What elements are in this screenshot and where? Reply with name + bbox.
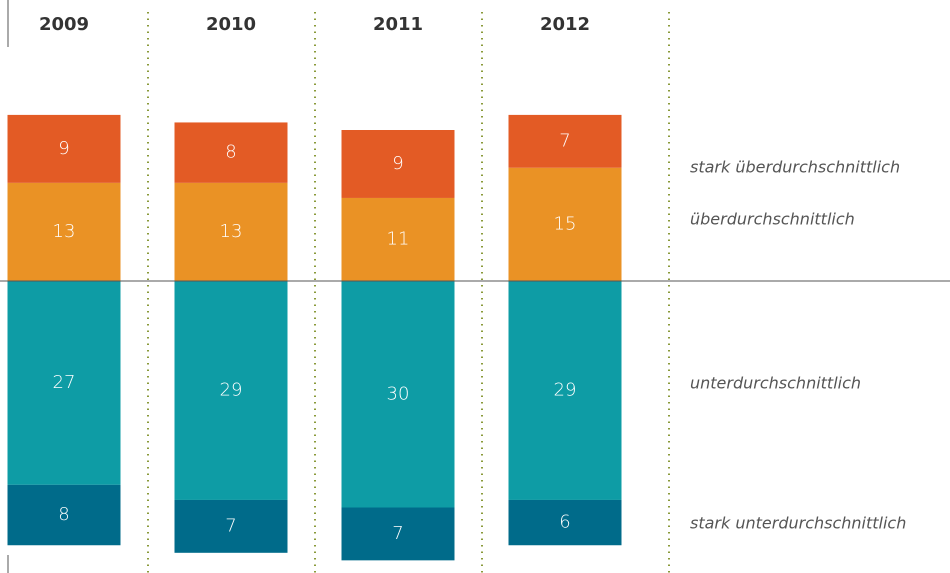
value-label: 27 — [53, 372, 76, 393]
bar-segment — [508, 114, 622, 168]
bar-segment — [341, 281, 455, 508]
column-header: 2010 — [206, 14, 256, 35]
bar-segment — [174, 281, 288, 500]
value-label: 8 — [225, 142, 236, 163]
bar-segment — [7, 281, 121, 485]
bar-segment — [341, 130, 455, 198]
value-label: 13 — [53, 221, 76, 242]
value-label: 29 — [220, 379, 243, 400]
value-label: 8 — [58, 504, 69, 525]
value-label: 6 — [559, 512, 570, 533]
value-label: 15 — [554, 213, 577, 234]
bar-segment — [341, 507, 455, 561]
column-header: 2012 — [540, 14, 590, 35]
value-label: 13 — [220, 221, 243, 242]
bar-segment — [7, 182, 121, 281]
value-label: 7 — [225, 515, 236, 536]
bar-segment — [7, 484, 121, 546]
legend-label: stark überdurchschnittlich — [690, 158, 900, 177]
column-header: 2011 — [373, 14, 423, 35]
bar-segment — [508, 499, 622, 546]
bar-segment — [174, 182, 288, 281]
value-label: 30 — [387, 383, 410, 404]
value-label: 7 — [392, 523, 403, 544]
legend-label: überdurchschnittlich — [690, 210, 855, 229]
legend-label: unterdurchschnittlich — [690, 374, 861, 393]
value-label: 9 — [58, 138, 69, 159]
bar-segment — [174, 499, 288, 553]
legend-label: stark unterdurchschnittlich — [690, 514, 906, 533]
bar-segment — [508, 167, 622, 281]
value-label: 7 — [559, 130, 570, 151]
bar-segment — [7, 114, 121, 183]
bar-segment — [341, 197, 455, 281]
column-header: 2009 — [39, 14, 89, 35]
bar-segment — [174, 122, 288, 183]
value-label: 11 — [387, 228, 410, 249]
value-label: 9 — [392, 153, 403, 174]
value-label: 29 — [554, 379, 577, 400]
bar-segment — [508, 281, 622, 500]
